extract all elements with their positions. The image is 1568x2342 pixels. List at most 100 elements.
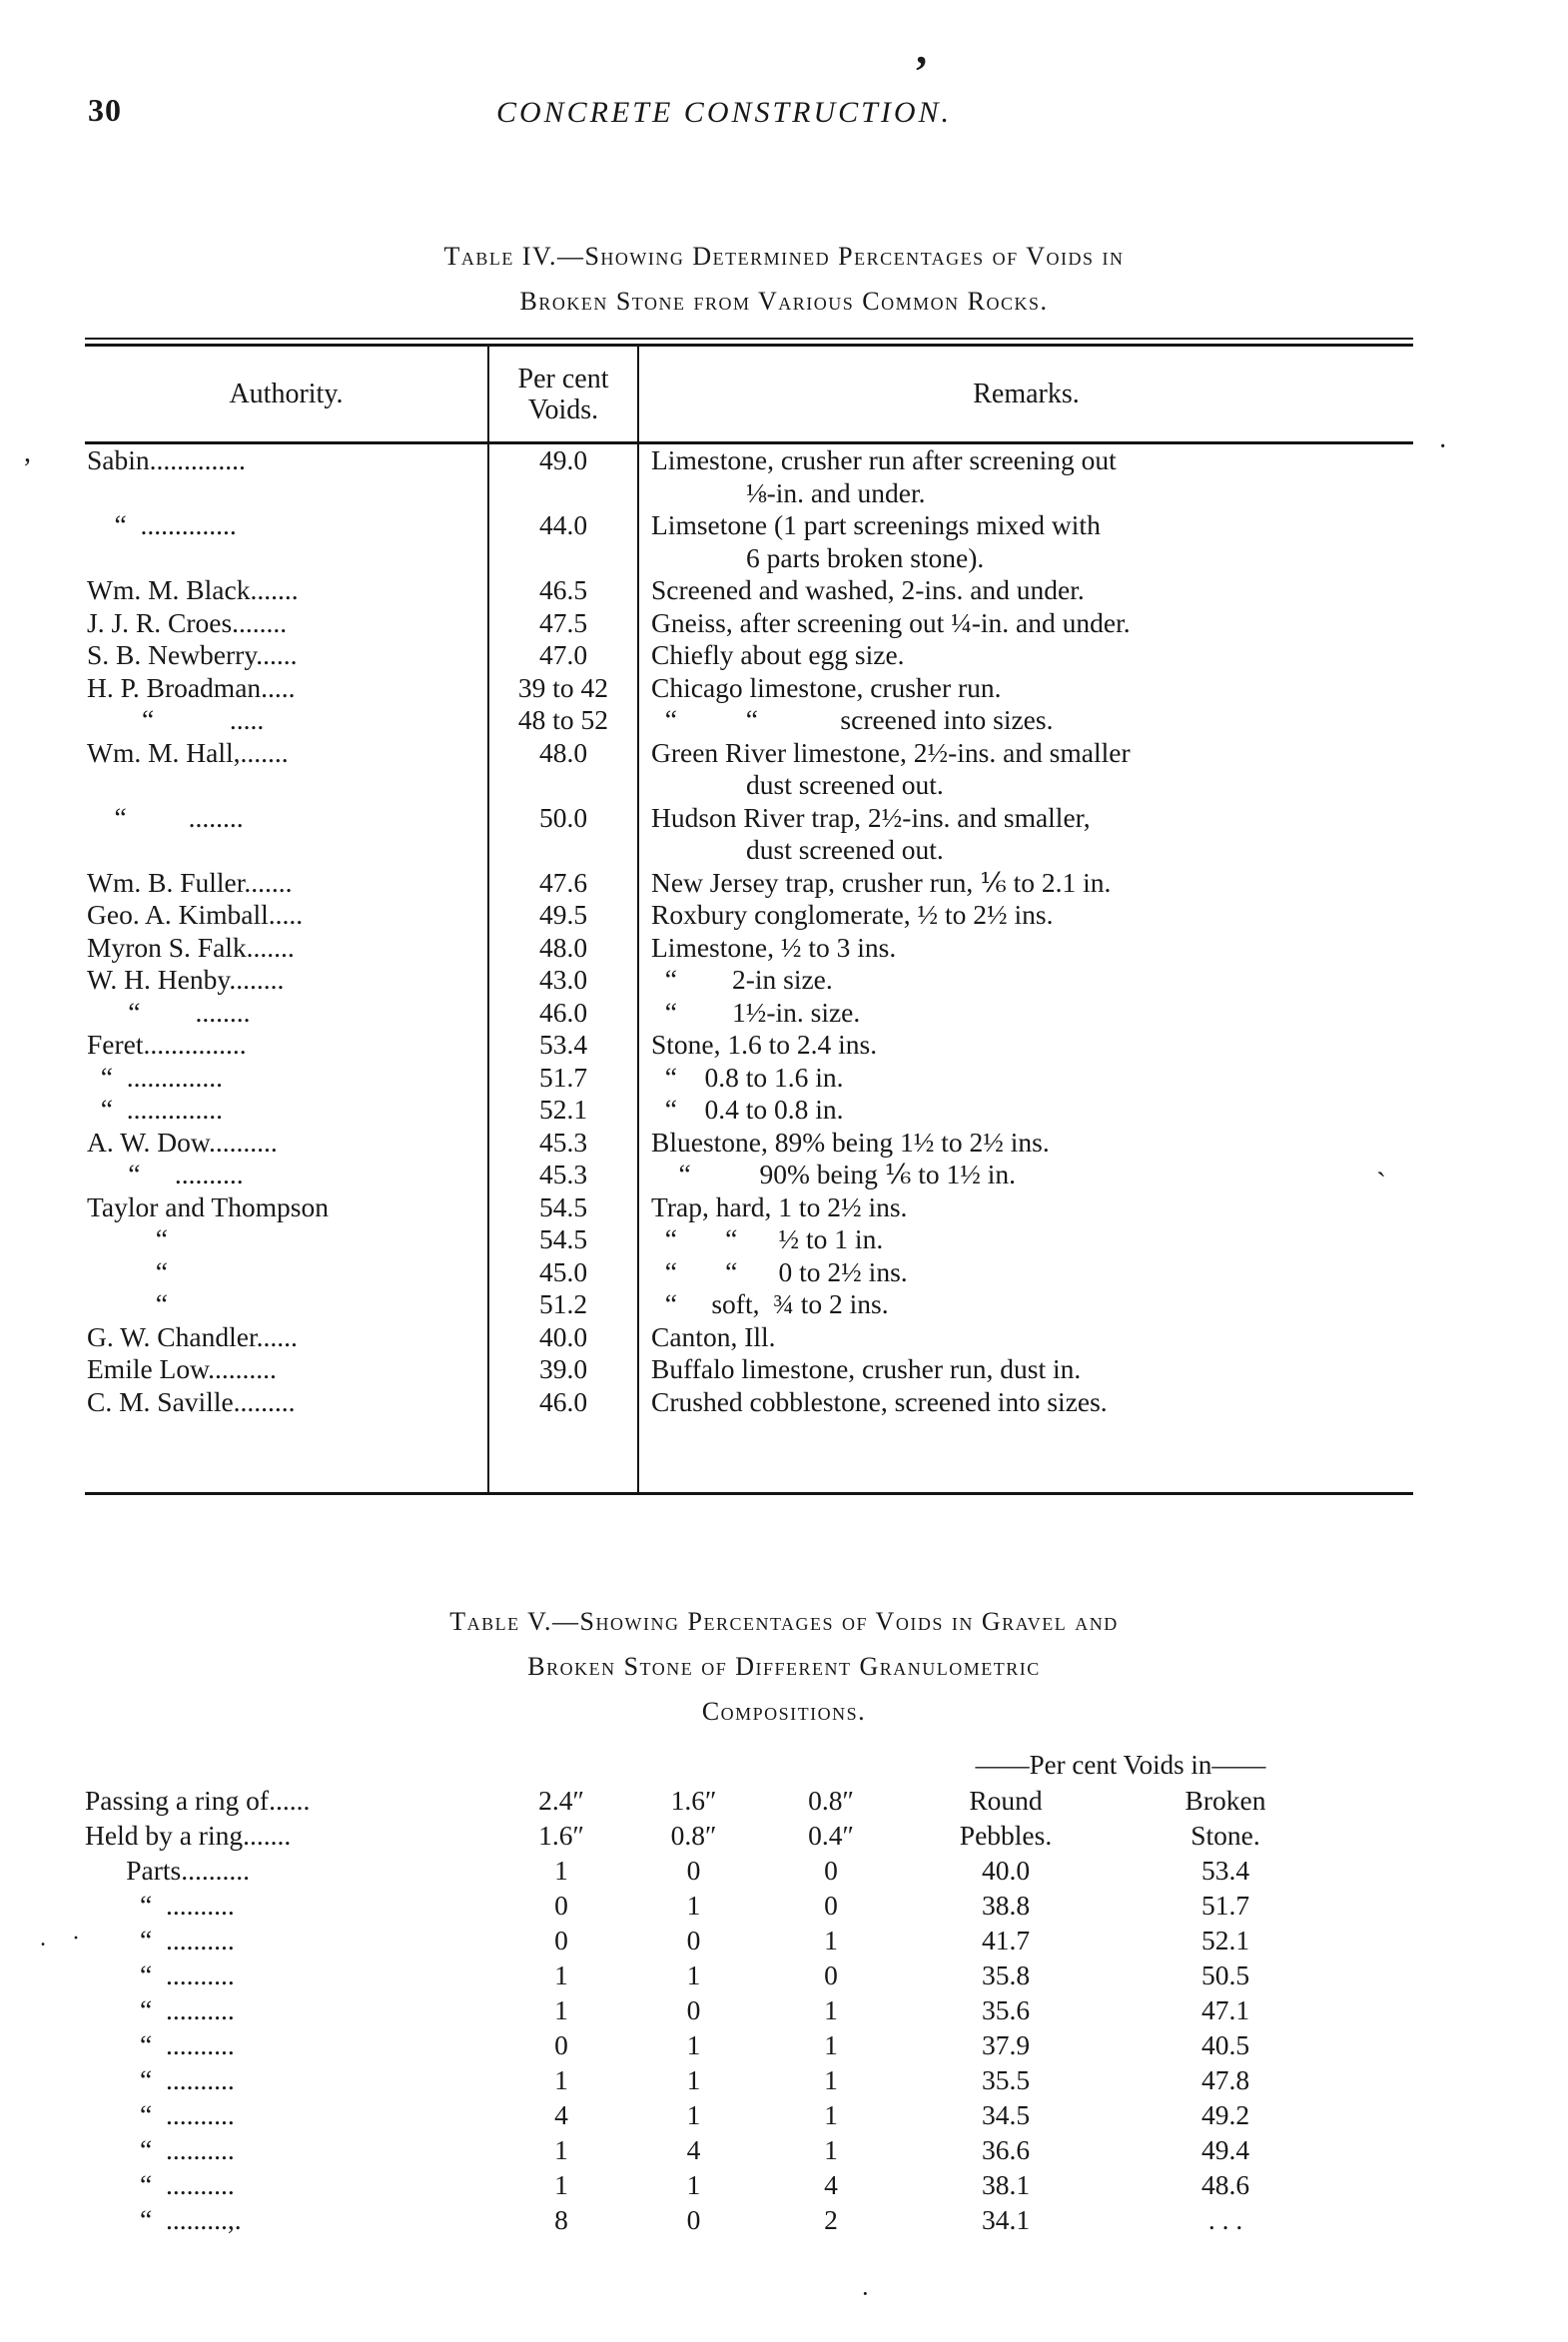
authority-cell: Taylor and Thompson bbox=[87, 1190, 329, 1222]
broken-stone-cell: . . . bbox=[1207, 2204, 1243, 2235]
size-col-3-cell: 0 bbox=[824, 1855, 838, 1886]
remarks-cell: Chiefly about egg size. bbox=[651, 639, 905, 670]
broken-stone-cell: 47.8 bbox=[1200, 2064, 1250, 2095]
table-v-row: “ .......... 1 4 1 36.6 49.4 bbox=[85, 2132, 1568, 2167]
voids-cell: 52.1 bbox=[487, 1094, 639, 1127]
size-col-2-cell: 1 bbox=[686, 2064, 701, 2095]
spacer-cell bbox=[85, 1418, 487, 1492]
size-col-1-cell: 0 bbox=[554, 1890, 568, 1921]
table-top-rule bbox=[85, 338, 1413, 347]
round-pebbles-cell: 40.0 bbox=[981, 1855, 1031, 1886]
round-pebbles-cell: 35.5 bbox=[981, 2064, 1031, 2095]
remarks-cell: “ 0.4 to 0.8 in. bbox=[651, 1094, 844, 1125]
remarks-cell: Buffalo limestone, crusher run, dust in. bbox=[651, 1353, 1082, 1384]
table-iv-row: “ ........ 46.0 “ 1½-in. size. bbox=[85, 996, 1413, 1029]
remarks-cell: “ soft, ¾ to 2 ins. bbox=[651, 1288, 889, 1319]
row-label-cell: Held by a ring....... bbox=[85, 1820, 292, 1851]
remarks-cell: Stone, 1.6 to 2.4 ins. bbox=[651, 1029, 878, 1060]
table-iv-row: “ .......... 45.3 “ 90% being ⅙ to 1½ in. bbox=[85, 1159, 1413, 1191]
remarks-cell: “ “ ½ to 1 in. bbox=[651, 1223, 884, 1254]
broken-stone-cell: 49.4 bbox=[1200, 2134, 1250, 2165]
table-iv-header-row: Authority. Per cent Voids. Remarks. bbox=[85, 347, 1413, 444]
remarks-cell: Hudson River trap, 2½-ins. and smaller, … bbox=[651, 801, 1091, 866]
table-iv-row: “ ..... 48 to 52 “ “ screened into sizes. bbox=[85, 704, 1413, 737]
remarks-cell: Screened and washed, 2-ins. and under. bbox=[651, 574, 1085, 605]
table-v-row: “ .......... 0 1 1 37.9 40.5 bbox=[85, 2027, 1568, 2062]
size-col-2-cell: 1 bbox=[686, 1959, 701, 1990]
authority-column-header: Authority. bbox=[229, 379, 344, 409]
voids-cell: 49.5 bbox=[487, 899, 639, 932]
table-v-row: “ .......... 1 1 1 35.5 47.8 bbox=[85, 2062, 1568, 2097]
authority-cell: Sabin.............. bbox=[87, 444, 246, 475]
voids-cell: 40.0 bbox=[487, 1320, 639, 1353]
size-col-3-cell: 1 bbox=[824, 2029, 838, 2060]
round-pebbles-cell: 37.9 bbox=[981, 2029, 1031, 2060]
size-col-3-cell: 2 bbox=[824, 2204, 838, 2235]
broken-stone-cell: Stone. bbox=[1190, 1820, 1260, 1851]
round-pebbles-cell: Round bbox=[969, 1785, 1043, 1816]
table-iv-row: “ .............. 44.0 Limsetone (1 part sc… bbox=[85, 509, 1413, 574]
voids-cell: 49.0 bbox=[487, 444, 639, 509]
voids-cell: 54.5 bbox=[487, 1223, 639, 1256]
spacer-cell bbox=[487, 1418, 639, 1492]
size-col-1-cell: 8 bbox=[554, 2204, 568, 2235]
remarks-cell: Limsetone (1 part screenings mixed with … bbox=[651, 509, 1101, 573]
table-v-row: “ .......... 1 0 1 35.6 47.1 bbox=[85, 1992, 1568, 2027]
size-col-2-cell: 0 bbox=[686, 2204, 701, 2235]
size-col-3-cell: 1 bbox=[824, 2134, 838, 2165]
remarks-cell: Chicago limestone, crusher run. bbox=[651, 671, 1002, 703]
voids-cell: 48 to 52 bbox=[487, 704, 639, 737]
authority-cell: Wm. M. Black....... bbox=[87, 574, 299, 605]
row-label-cell: “ .......... bbox=[85, 1925, 235, 1955]
remarks-cell: Trap, hard, 1 to 2½ ins. bbox=[651, 1190, 908, 1222]
voids-cell: 39.0 bbox=[487, 1353, 639, 1386]
scan-artifact: ` bbox=[1376, 1167, 1386, 1199]
table-iv-row: Feret............... 53.4 Stone, 1.6 to 2.… bbox=[85, 1029, 1413, 1062]
round-pebbles-cell: 38.8 bbox=[981, 1890, 1031, 1921]
size-col-1-cell: 0 bbox=[554, 2029, 568, 2060]
broken-stone-cell: 48.6 bbox=[1200, 2169, 1250, 2200]
authority-cell: Emile Low.......... bbox=[87, 1353, 277, 1384]
row-label-cell: “ .......... bbox=[85, 1959, 235, 1990]
broken-stone-cell: 52.1 bbox=[1200, 1925, 1250, 1955]
authority-cell: J. J. R. Croes........ bbox=[87, 606, 288, 638]
size-col-3-cell: 0 bbox=[824, 1959, 838, 1990]
size-col-2-cell: 1 bbox=[686, 2029, 701, 2060]
round-pebbles-cell: 34.5 bbox=[981, 2099, 1031, 2130]
size-col-2-cell: 4 bbox=[686, 2134, 701, 2165]
table-v-body: Parts.......... 1 0 0 40.0 53.4 “ .......... 0… bbox=[0, 1853, 1568, 2237]
broken-stone-cell: 53.4 bbox=[1200, 1855, 1250, 1886]
authority-cell: G. W. Chandler...... bbox=[87, 1320, 298, 1352]
size-col-2-cell: 1 bbox=[686, 1890, 701, 1921]
table-v-row: “ .......... 1 1 0 35.8 50.5 bbox=[85, 1957, 1568, 1992]
table-iv-row: Wm. M. Black....... 46.5 Screened and wash… bbox=[85, 574, 1413, 607]
broken-stone-cell: Broken bbox=[1184, 1785, 1266, 1816]
table-v-row: “ .......... 4 1 1 34.5 49.2 bbox=[85, 2097, 1568, 2132]
scan-artifact: ’ bbox=[914, 47, 929, 96]
remarks-cell: “ 90% being ⅙ to 1½ in. bbox=[651, 1159, 1017, 1189]
authority-cell: H. P. Broadman..... bbox=[87, 671, 296, 703]
voids-cell: 45.0 bbox=[487, 1255, 639, 1288]
voids-cell: 54.5 bbox=[487, 1190, 639, 1223]
caption-line: Table V.—Showing Percentages of Voids in… bbox=[449, 1607, 1119, 1636]
table-v-row: Parts.......... 1 0 0 40.0 53.4 bbox=[85, 1853, 1568, 1888]
table-v-row: “ .......... 1 1 4 38.1 48.6 bbox=[85, 2167, 1568, 2202]
authority-cell: “ bbox=[87, 1288, 168, 1319]
table-iv-row: W. H. Henby........ 43.0 “ 2-in size. bbox=[85, 964, 1413, 997]
round-pebbles-cell: 35.6 bbox=[981, 1994, 1031, 2025]
row-label-cell: Parts.......... bbox=[85, 1855, 250, 1886]
authority-cell: “ ........ bbox=[87, 801, 244, 833]
size-col-1-cell: 2.4″ bbox=[538, 1785, 584, 1816]
table-v: Table V.—Showing Percentages of Voids in… bbox=[0, 1599, 1568, 2237]
page-header: 30 CONCRETE CONSTRUCTION. bbox=[0, 0, 1568, 130]
broken-stone-cell: 40.5 bbox=[1200, 2029, 1250, 2060]
size-col-3-cell: 1 bbox=[824, 1925, 838, 1955]
table-v-span-header-row: ——Per cent Voids in—— bbox=[85, 1748, 1568, 1783]
voids-column-header: Per cent Voids. bbox=[487, 347, 639, 441]
size-col-1-cell: 1 bbox=[554, 2064, 568, 2095]
size-col-2-cell: 0 bbox=[686, 1994, 701, 2025]
caption-line: Broken Stone from Various Common Rocks. bbox=[519, 287, 1049, 316]
authority-cell: Wm. B. Fuller....... bbox=[87, 866, 293, 898]
remarks-cell: “ 2-in size. bbox=[651, 964, 833, 995]
